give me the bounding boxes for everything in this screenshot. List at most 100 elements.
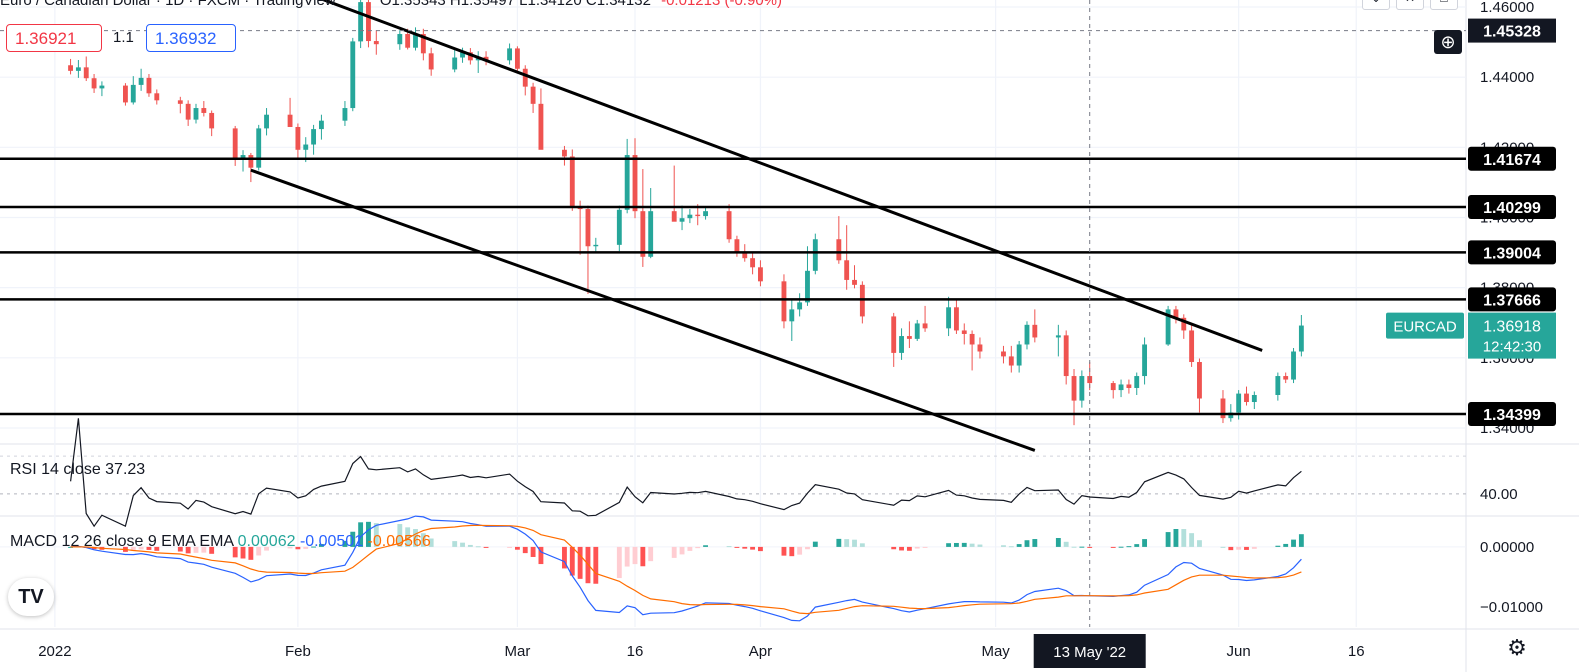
candle-body — [1016, 344, 1022, 366]
macd-histogram-bar — [146, 546, 152, 550]
macd-histogram-bar — [366, 521, 371, 547]
candle-body — [640, 211, 646, 257]
macd-histogram-bar — [758, 546, 763, 552]
y-tick-label: 1.44000 — [1480, 69, 1534, 86]
candle-body — [295, 126, 301, 150]
macd-histogram-bar — [569, 546, 575, 576]
candle-body — [1181, 317, 1187, 331]
candle-body — [358, 2, 364, 42]
macd-histogram-bar — [1126, 546, 1132, 548]
macd-histogram-bar — [1032, 539, 1038, 547]
candle-body — [679, 218, 685, 222]
macd-histogram-bar — [679, 546, 685, 555]
candle-body — [1024, 324, 1030, 345]
macd-histogram-bar — [452, 541, 458, 547]
candle-body — [373, 41, 379, 45]
macd-histogram-bar — [209, 546, 215, 554]
macd-histogram-bar — [1016, 544, 1022, 547]
candle-body — [1236, 393, 1242, 413]
macd-histogram-bar — [1283, 543, 1289, 547]
candle-body — [812, 239, 818, 271]
candle-body — [1220, 398, 1226, 419]
macd-histogram-bar — [789, 546, 795, 557]
macd-histogram-bar — [1197, 540, 1202, 547]
macd-histogram-bar — [836, 538, 842, 547]
candle-body — [1275, 376, 1281, 395]
candle-body — [758, 267, 763, 282]
bar-countdown: 12:42:30 — [1483, 339, 1541, 356]
macd-histogram-bar — [1008, 546, 1014, 548]
macd-histogram-bar — [1236, 546, 1242, 550]
trendline — [250, 168, 1036, 452]
last-price-box — [1468, 312, 1556, 359]
macd-histogram-bar — [593, 546, 599, 584]
x-tick-label: Jun — [1227, 643, 1251, 660]
candle-body — [734, 239, 740, 254]
macd-histogram-bar — [671, 546, 677, 558]
sell-price-button[interactable]: 1.36921 — [6, 24, 102, 52]
candle-body — [538, 103, 544, 150]
buy-price-button[interactable]: 1.36932 — [146, 24, 236, 52]
macd-histogram-bar — [640, 546, 646, 567]
candle-body — [750, 258, 756, 268]
plus-circle-icon: ⊕ — [1440, 32, 1456, 52]
macd-histogram-bar — [616, 546, 622, 579]
macd-histogram-bar — [358, 522, 364, 547]
macd-histogram-bar — [530, 546, 536, 557]
candle-body — [248, 155, 254, 168]
candle-body — [209, 112, 215, 129]
close-icon[interactable]: ✕ — [1396, 0, 1424, 10]
candle-body — [703, 211, 708, 217]
candle-body — [1228, 412, 1234, 419]
symbol-label: EURCAD — [1393, 319, 1457, 336]
candle-body — [318, 120, 324, 130]
macd-histogram-bar — [1071, 546, 1077, 548]
candle-body — [420, 34, 426, 54]
candle-body — [1110, 383, 1116, 391]
add-price-line-button[interactable]: ⊕ — [1434, 30, 1462, 54]
macd-histogram-bar — [781, 546, 787, 556]
macd-line-value: -0.00501 — [300, 533, 368, 550]
candle-body — [789, 309, 795, 322]
macd-histogram-bar — [859, 543, 865, 547]
macd-histogram-bar — [1118, 546, 1124, 548]
chevron-down-icon[interactable]: ⌄ — [1362, 0, 1390, 10]
candle-body — [805, 270, 810, 303]
macd-histogram-bar — [413, 529, 418, 547]
candle-body — [1142, 344, 1148, 377]
macd-histogram-bar — [914, 546, 920, 549]
macd-y-tick-label: 0.00000 — [1480, 539, 1534, 556]
spread-value: 1.1 — [113, 29, 134, 46]
gear-icon[interactable]: ⚙ — [1507, 635, 1527, 660]
macd-histogram-bar — [287, 546, 293, 549]
x-tick-label: Apr — [749, 643, 772, 660]
candle-body — [123, 85, 128, 103]
macd-histogram-bar — [734, 546, 740, 548]
header-title: Euro / Canadian Dollar · 1D · FXCM · Tra… — [0, 0, 336, 9]
candle-body — [91, 78, 97, 89]
macd-histogram-bar — [805, 546, 810, 550]
macd-histogram-bar — [695, 546, 701, 549]
maximize-icon[interactable]: □ — [1430, 0, 1458, 10]
candle-body — [201, 108, 207, 113]
macd-histogram-bar — [703, 545, 708, 547]
macd-histogram-bar — [303, 546, 309, 549]
crosshair-date-box — [1033, 634, 1146, 668]
candle-body — [1079, 376, 1085, 401]
macd-hist-value: 0.00062 — [238, 533, 300, 550]
candle-body — [1055, 335, 1061, 338]
macd-histogram-bar — [648, 546, 654, 562]
symbol-label-box — [1386, 312, 1464, 339]
candle-body — [405, 34, 411, 48]
macd-histogram-bar — [687, 546, 693, 551]
candle-body — [530, 86, 536, 104]
tradingview-logo[interactable]: TV — [8, 578, 54, 616]
candle-body — [671, 211, 677, 222]
macd-histogram-bar — [1220, 546, 1226, 548]
macd-signal-value: -0.00566 — [368, 533, 431, 550]
header-change: -0.01213 (-0.90%) — [661, 0, 782, 9]
macd-histogram-bar — [397, 524, 403, 547]
macd-histogram-bar — [138, 546, 144, 550]
candle-body — [397, 34, 403, 45]
